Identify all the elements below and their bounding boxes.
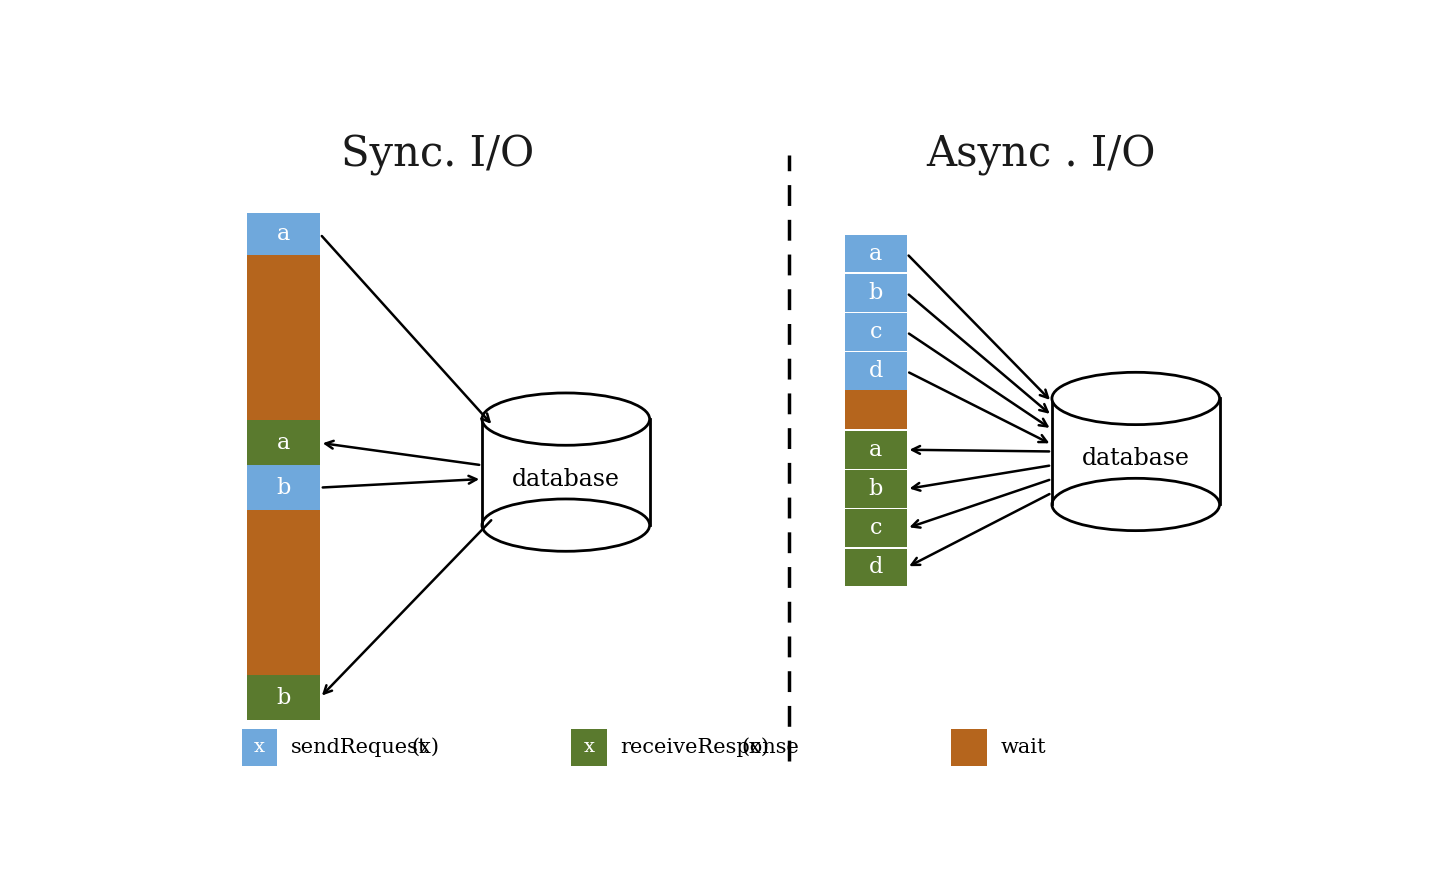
Bar (845, 510, 907, 547)
Text: (x): (x) (411, 738, 440, 757)
Text: receiveResponse: receiveResponse (620, 738, 799, 757)
Text: Async . I/O: Async . I/O (926, 134, 1155, 176)
Text: (x): (x) (741, 738, 769, 757)
Text: wait: wait (1001, 738, 1045, 757)
Bar (571, 729, 607, 766)
Text: database: database (1082, 447, 1190, 470)
Text: b: b (868, 478, 883, 500)
Text: d: d (868, 556, 883, 578)
Bar (845, 390, 907, 429)
Text: a: a (870, 439, 883, 460)
Bar (482, 419, 649, 525)
Text: c: c (870, 321, 883, 343)
Text: database: database (512, 468, 620, 491)
Bar (845, 470, 907, 508)
Ellipse shape (482, 499, 650, 552)
Bar (952, 729, 988, 766)
Text: x: x (584, 738, 594, 756)
Text: a: a (277, 432, 290, 454)
Text: c: c (870, 518, 883, 539)
Bar (248, 510, 320, 675)
Bar (242, 729, 277, 766)
Ellipse shape (1051, 372, 1220, 425)
Bar (248, 420, 320, 465)
Ellipse shape (482, 393, 650, 445)
Text: a: a (870, 242, 883, 265)
Bar (248, 465, 320, 510)
Text: b: b (277, 687, 291, 709)
Text: b: b (868, 282, 883, 304)
Bar (845, 549, 907, 586)
Bar (248, 213, 320, 256)
Bar (845, 352, 907, 390)
Bar (845, 274, 907, 312)
Bar (248, 675, 320, 720)
Ellipse shape (1051, 478, 1220, 531)
Text: sendRequest: sendRequest (291, 738, 427, 757)
Bar (845, 234, 907, 273)
Text: a: a (277, 223, 290, 245)
Bar (1051, 399, 1220, 504)
Text: Sync. I/O: Sync. I/O (340, 134, 534, 176)
Text: d: d (868, 360, 883, 383)
Bar (248, 256, 320, 420)
Text: x: x (254, 738, 265, 756)
Bar (845, 313, 907, 351)
Text: b: b (277, 477, 291, 499)
Bar (845, 431, 907, 468)
